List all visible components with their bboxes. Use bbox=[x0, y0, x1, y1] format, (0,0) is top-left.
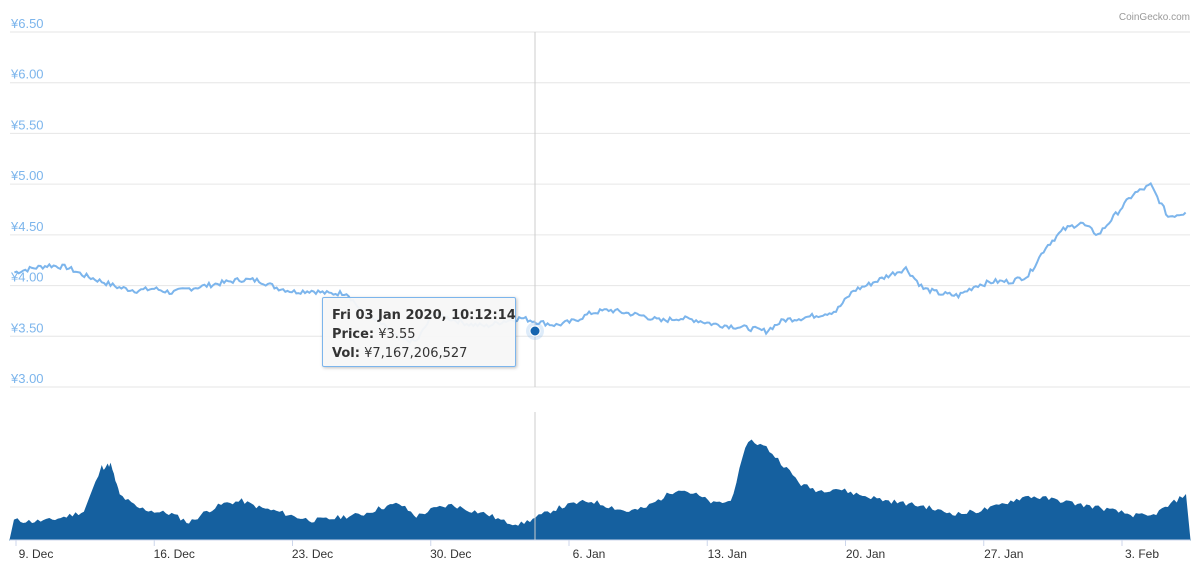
price-line bbox=[14, 182, 1187, 345]
x-tick-label: 30. Dec bbox=[430, 547, 471, 561]
y-tick-label: ¥6.50 bbox=[10, 16, 44, 31]
x-tick-label: 20. Jan bbox=[846, 547, 885, 561]
y-tick-label: ¥3.00 bbox=[10, 371, 44, 386]
volume-area bbox=[9, 439, 1191, 541]
credit-link[interactable]: CoinGecko.com bbox=[1119, 12, 1190, 23]
hover-marker[interactable] bbox=[529, 325, 541, 337]
x-tick-label: 6. Jan bbox=[573, 547, 606, 561]
tooltip-date: Fri 03 Jan 2020, 10:12:14 bbox=[332, 308, 516, 323]
price-axis: ¥3.00¥3.50¥4.00¥4.50¥5.00¥5.50¥6.00¥6.50 bbox=[10, 16, 44, 386]
volume-chart bbox=[9, 439, 1191, 541]
tooltip-volume: Vol: ¥7,167,206,527 bbox=[332, 346, 468, 361]
x-tick-label: 23. Dec bbox=[292, 547, 333, 561]
y-tick-label: ¥4.50 bbox=[10, 219, 44, 234]
y-tick-label: ¥6.00 bbox=[10, 67, 44, 82]
date-axis: 9. Dec 16. Dec 23. Dec 30. Dec 6. Jan 13. Jan… bbox=[10, 539, 1190, 561]
tooltip: Fri 03 Jan 2020, 10:12:14 Price: ¥3.55 V… bbox=[322, 297, 516, 367]
price-line-layer bbox=[14, 182, 1187, 345]
x-tick-label: 27. Jan bbox=[984, 547, 1023, 561]
crosshair bbox=[526, 32, 544, 540]
x-tick-label: 13. Jan bbox=[708, 547, 747, 561]
price-grid bbox=[10, 31, 1190, 388]
y-tick-label: ¥5.00 bbox=[10, 168, 44, 183]
y-tick-label: ¥3.50 bbox=[10, 320, 44, 335]
x-tick-label: 3. Feb bbox=[1125, 547, 1159, 561]
tooltip-price: Price: ¥3.55 bbox=[332, 327, 416, 342]
y-tick-label: ¥5.50 bbox=[10, 117, 44, 132]
x-tick-label: 9. Dec bbox=[19, 547, 54, 561]
x-tick-label: 16. Dec bbox=[154, 547, 195, 561]
